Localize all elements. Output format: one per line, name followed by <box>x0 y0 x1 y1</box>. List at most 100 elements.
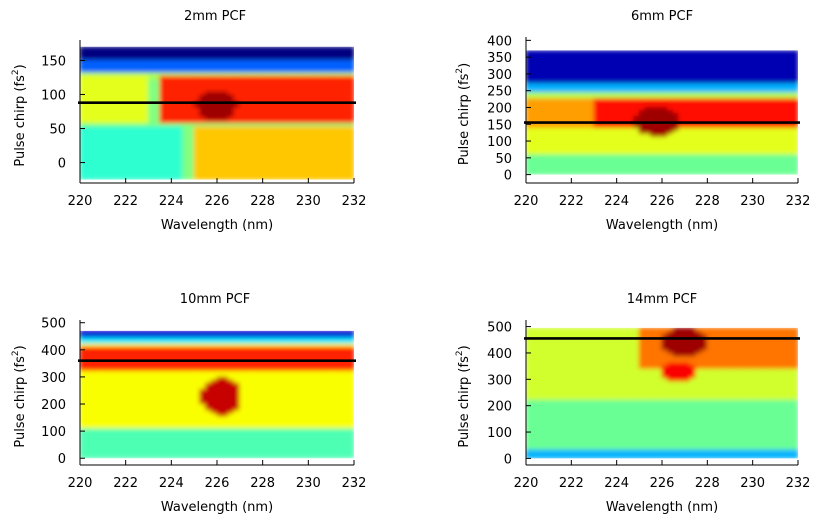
heatmap-cell <box>593 52 601 57</box>
heatmap-cell <box>125 172 132 177</box>
heatmap-cell <box>85 96 92 102</box>
heatmap-cell <box>130 131 138 136</box>
heatmap-cell <box>90 112 98 117</box>
heatmap-cell <box>553 100 561 105</box>
heatmap-cell <box>729 162 737 167</box>
heatmap-cell <box>136 163 144 168</box>
heatmap-cell <box>222 163 229 168</box>
heatmap-cell <box>621 112 629 116</box>
heatmap-cell <box>296 87 304 92</box>
heatmap-cell <box>336 147 344 152</box>
heatmap-cell <box>148 433 155 438</box>
heatmap-cell <box>633 132 640 137</box>
heatmap-cell <box>307 46 315 51</box>
heatmap-cell <box>526 85 533 90</box>
heatmap-cell <box>222 65 229 70</box>
heatmap-cell <box>176 175 184 180</box>
heatmap-cell <box>565 67 572 72</box>
heatmap-cell <box>342 144 349 149</box>
heatmap-cell <box>90 442 98 447</box>
heatmap-cell <box>119 65 127 70</box>
heatmap-cell <box>791 165 798 170</box>
heatmap-cell <box>153 122 161 127</box>
heatmap-cell <box>621 165 629 170</box>
heatmap-cell <box>113 68 121 73</box>
heatmap-cell <box>250 175 258 180</box>
heatmap-cell <box>735 64 742 69</box>
heatmap-cell <box>542 88 550 93</box>
heatmap-cell <box>182 390 189 396</box>
heatmap-cell <box>706 97 714 102</box>
heatmap-cell <box>633 126 640 131</box>
heatmap-cell <box>302 125 309 130</box>
heatmap-cell <box>587 70 595 75</box>
heatmap-cell <box>85 46 92 51</box>
heatmap-cell <box>96 122 104 127</box>
heatmap-cell <box>176 372 184 377</box>
heatmap-cell <box>786 162 793 167</box>
heatmap-cell <box>342 128 349 133</box>
heatmap-cell <box>536 91 544 96</box>
heatmap-cell <box>587 109 595 114</box>
heatmap-cell <box>216 77 224 83</box>
heatmap-cell <box>102 406 110 411</box>
heatmap-cell <box>718 138 725 143</box>
heatmap-cell <box>319 96 326 102</box>
heatmap-cell <box>279 74 286 79</box>
heatmap-cell <box>102 131 110 136</box>
heatmap-cell <box>148 363 155 368</box>
heatmap-cell <box>102 387 110 392</box>
heatmap-cell <box>330 122 338 127</box>
heatmap-cell <box>695 50 703 54</box>
heatmap-cell <box>130 128 138 133</box>
heatmap-cell <box>159 403 167 408</box>
heatmap-cell <box>85 445 92 450</box>
heatmap-cell <box>176 62 184 67</box>
heatmap-cell <box>176 119 184 124</box>
heatmap-cell <box>182 90 189 95</box>
heatmap-cell <box>256 115 264 121</box>
heatmap-cell <box>262 49 269 54</box>
heatmap-cell <box>290 150 298 155</box>
heatmap-cell <box>627 168 635 173</box>
heatmap-cell <box>182 125 189 130</box>
heatmap-cell <box>193 394 201 399</box>
heatmap-cell <box>108 141 115 146</box>
heatmap-cell <box>125 160 132 165</box>
heatmap-cell <box>324 172 332 177</box>
heatmap-cell <box>85 153 92 158</box>
heatmap-cell <box>227 84 235 89</box>
heatmap-cell <box>627 94 635 99</box>
heatmap-cell <box>565 165 572 170</box>
heatmap-cell <box>330 58 338 64</box>
heatmap-cell <box>256 134 264 139</box>
heatmap-cell <box>90 93 98 98</box>
heatmap-cell <box>142 122 149 127</box>
heatmap-cell <box>165 55 172 60</box>
heatmap-cell <box>85 381 92 386</box>
heatmap-cell <box>621 117 629 122</box>
heatmap-cell <box>621 94 629 99</box>
heatmap-cell <box>684 135 691 140</box>
heatmap-cell <box>233 77 241 83</box>
heatmap-cell <box>136 348 144 353</box>
heatmap-cell <box>791 144 798 149</box>
heatmap-cell <box>80 448 87 453</box>
heatmap-cell <box>153 381 161 386</box>
heatmap-cell <box>267 46 275 51</box>
heatmap-cell <box>319 49 326 54</box>
heatmap-cell <box>216 141 224 146</box>
heatmap-cell <box>216 134 224 139</box>
heatmap-cell <box>290 112 298 117</box>
heatmap-cell <box>136 90 144 95</box>
heatmap-cell <box>610 61 618 66</box>
heatmap-cell <box>96 445 104 450</box>
heatmap-cell <box>233 147 241 152</box>
heatmap-cell <box>559 52 567 57</box>
heatmap-cell <box>85 156 92 162</box>
heatmap-cell <box>136 46 144 51</box>
heatmap-cell <box>80 49 87 54</box>
heatmap-cell <box>108 406 115 411</box>
heatmap-cell <box>313 87 321 92</box>
heatmap-cell <box>526 91 533 96</box>
